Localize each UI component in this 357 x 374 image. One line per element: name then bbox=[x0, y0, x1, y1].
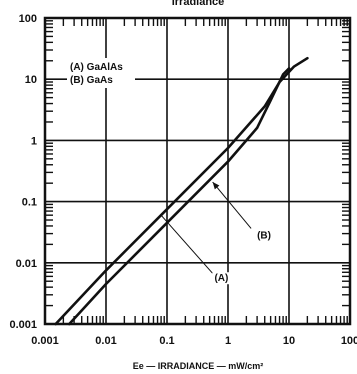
annotation-arrowhead-b bbox=[212, 182, 220, 190]
x-tick-labels: 0.001 0.01 0.1 1 10 100 bbox=[31, 335, 357, 347]
annotation-pointer-a bbox=[160, 214, 213, 274]
plot-frame bbox=[43, 16, 352, 326]
x-tick-label: 0.001 bbox=[31, 335, 59, 347]
legend-background bbox=[67, 58, 135, 88]
x-axis-label: Ee — IRRADIANCE — mW/cm² bbox=[133, 361, 264, 371]
x-tick-label: 0.01 bbox=[95, 335, 116, 347]
chart-title: Irradiance bbox=[172, 0, 225, 8]
annotation-label-a: (A) bbox=[214, 273, 228, 284]
y-tick-label: 100 bbox=[19, 13, 37, 25]
y-tick-label: 0.001 bbox=[9, 319, 37, 331]
legend: (A) GaAlAs (B) GaAs bbox=[67, 58, 135, 88]
legend-entry-b: (B) GaAs bbox=[70, 75, 113, 86]
series-line-b bbox=[68, 67, 291, 326]
y-tick-label: 0.1 bbox=[22, 197, 37, 209]
annotation-label-b: (B) bbox=[257, 230, 271, 241]
series-lines bbox=[54, 56, 309, 326]
y-tick-label: 10 bbox=[25, 74, 37, 86]
series-line-a bbox=[54, 56, 309, 326]
y-tick-label: 1 bbox=[31, 135, 37, 147]
x-tick-label: 10 bbox=[283, 335, 295, 347]
x-tick-label: 1 bbox=[225, 335, 231, 347]
x-tick-label: 100 bbox=[341, 335, 357, 347]
annotation-label-bg-a bbox=[212, 272, 233, 285]
y-tick-labels: 0.001 0.01 0.1 1 10 100 bbox=[9, 13, 37, 331]
annotation-pointer-b bbox=[212, 181, 252, 229]
minor-ticks bbox=[45, 18, 350, 324]
annotations: (B) (A) bbox=[160, 181, 276, 285]
legend-entry-a: (A) GaAlAs bbox=[70, 62, 123, 73]
annotation-label-bg-b bbox=[255, 229, 276, 242]
x-tick-label: 0.1 bbox=[159, 335, 174, 347]
y-tick-label: 0.01 bbox=[16, 258, 37, 270]
